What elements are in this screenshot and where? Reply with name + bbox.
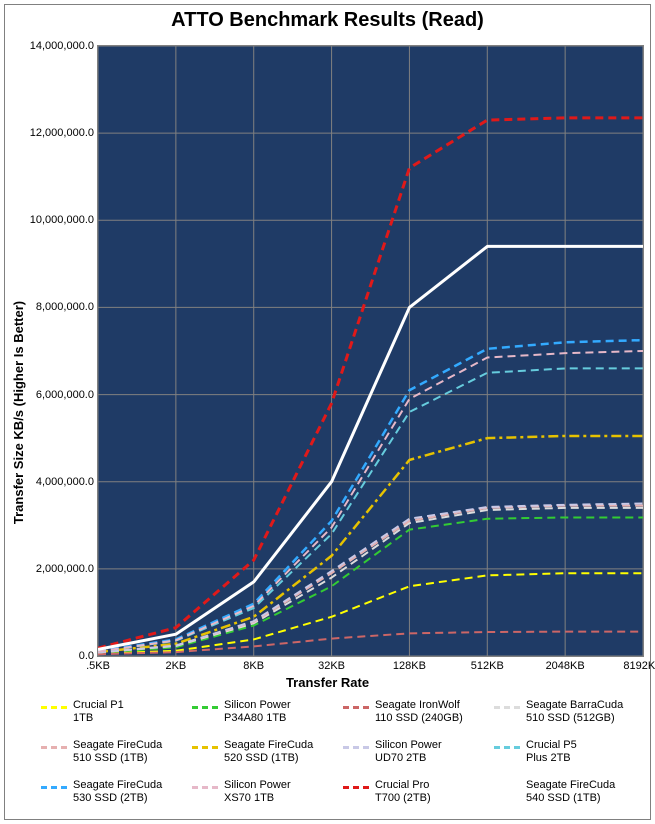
y-tick-label: 14,000,000.0 bbox=[30, 40, 94, 52]
legend-swatch bbox=[494, 746, 520, 749]
legend-swatch bbox=[192, 706, 218, 709]
legend-item: Seagate FireCuda520 SSD (1TB) bbox=[190, 737, 341, 777]
plot-area: 0.02,000,000.04,000,000.06,000,000.08,00… bbox=[97, 45, 644, 657]
legend-swatch bbox=[343, 746, 369, 749]
x-tick-label: 128KB bbox=[393, 660, 426, 672]
legend-label: Crucial ProT700 (2TB) bbox=[375, 779, 490, 805]
legend-swatch bbox=[343, 706, 369, 709]
legend-label: Seagate IronWolf110 SSD (240GB) bbox=[375, 699, 490, 725]
x-tick-label: 2KB bbox=[165, 660, 186, 672]
x-tick-label: 8192KB bbox=[623, 660, 655, 672]
chart-frame: ATTO Benchmark Results (Read) Transfer S… bbox=[0, 0, 655, 824]
legend-item: Silicon PowerXS70 1TB bbox=[190, 777, 341, 817]
y-axis-label: Transfer Size KB/s (Higher Is Better) bbox=[11, 5, 27, 819]
chart-title: ATTO Benchmark Results (Read) bbox=[5, 9, 650, 32]
legend-item: Crucial P11TB bbox=[39, 697, 190, 737]
legend-label: Crucial P11TB bbox=[73, 699, 188, 725]
legend-label: Seagate FireCuda540 SSD (1TB) bbox=[526, 779, 641, 805]
y-tick-label: 2,000,000.0 bbox=[36, 563, 94, 575]
y-tick-label: 6,000,000.0 bbox=[36, 389, 94, 401]
series-line bbox=[98, 246, 643, 649]
legend-item: Seagate BarraCuda510 SSD (512GB) bbox=[492, 697, 643, 737]
legend-swatch bbox=[41, 706, 67, 709]
series-line bbox=[98, 340, 643, 651]
legend-item: Seagate FireCuda540 SSD (1TB) bbox=[492, 777, 643, 817]
legend-swatch bbox=[494, 786, 520, 789]
legend-item: Seagate FireCuda530 SSD (2TB) bbox=[39, 777, 190, 817]
x-tick-label: .5KB bbox=[86, 660, 110, 672]
legend-item: Silicon PowerP34A80 1TB bbox=[190, 697, 341, 737]
legend-swatch bbox=[343, 786, 369, 789]
legend-item: Silicon PowerUD70 2TB bbox=[341, 737, 492, 777]
legend-label: Crucial P5Plus 2TB bbox=[526, 739, 641, 765]
legend-label: Silicon PowerUD70 2TB bbox=[375, 739, 490, 765]
x-tick-label: 2048KB bbox=[546, 660, 585, 672]
y-tick-label: 8,000,000.0 bbox=[36, 301, 94, 313]
x-axis-label: Transfer Rate bbox=[5, 675, 650, 690]
legend: Crucial P11TB Silicon PowerP34A80 1TB Seag… bbox=[35, 695, 647, 819]
y-tick-label: 12,000,000.0 bbox=[30, 127, 94, 139]
legend-label: Seagate FireCuda510 SSD (1TB) bbox=[73, 739, 188, 765]
legend-item: Seagate IronWolf110 SSD (240GB) bbox=[341, 697, 492, 737]
series-line bbox=[98, 368, 643, 651]
legend-swatch bbox=[192, 746, 218, 749]
y-tick-label: 10,000,000.0 bbox=[30, 214, 94, 226]
y-tick-label: 4,000,000.0 bbox=[36, 476, 94, 488]
series-line bbox=[98, 573, 643, 654]
legend-label: Seagate FireCuda530 SSD (2TB) bbox=[73, 779, 188, 805]
legend-swatch bbox=[494, 706, 520, 709]
legend-item: Seagate FireCuda510 SSD (1TB) bbox=[39, 737, 190, 777]
chart-outer-box: ATTO Benchmark Results (Read) Transfer S… bbox=[4, 4, 651, 820]
x-tick-label: 8KB bbox=[243, 660, 264, 672]
legend-swatch bbox=[41, 786, 67, 789]
legend-label: Silicon PowerXS70 1TB bbox=[224, 779, 339, 805]
legend-item: Crucial ProT700 (2TB) bbox=[341, 777, 492, 817]
legend-label: Silicon PowerP34A80 1TB bbox=[224, 699, 339, 725]
legend-label: Seagate BarraCuda510 SSD (512GB) bbox=[526, 699, 641, 725]
legend-label: Seagate FireCuda520 SSD (1TB) bbox=[224, 739, 339, 765]
plot-svg bbox=[98, 46, 643, 656]
legend-swatch bbox=[41, 746, 67, 749]
x-tick-label: 32KB bbox=[318, 660, 345, 672]
series-line bbox=[98, 632, 643, 655]
legend-swatch bbox=[192, 786, 218, 789]
x-tick-label: 512KB bbox=[471, 660, 504, 672]
legend-item: Crucial P5Plus 2TB bbox=[492, 737, 643, 777]
